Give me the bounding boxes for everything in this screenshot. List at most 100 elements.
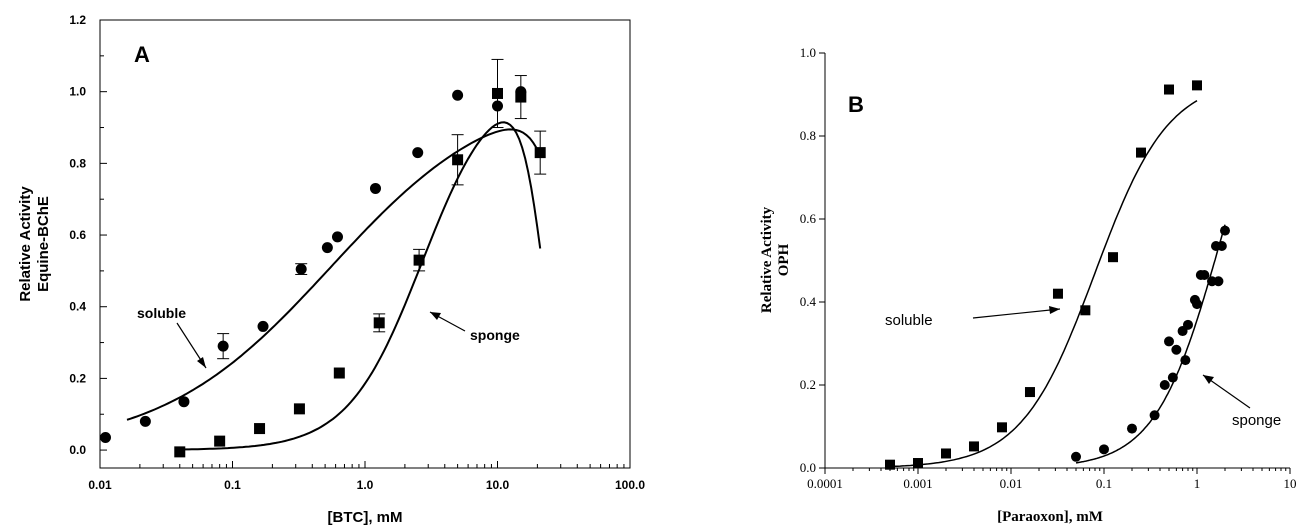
data-point-soluble	[1024, 387, 1035, 398]
y-tick-label: 1.2	[69, 13, 86, 27]
x-tick-label: 1	[1194, 476, 1201, 491]
data-point-soluble	[1108, 252, 1119, 263]
data-point-sponge	[1199, 270, 1210, 281]
y-tick-label: 0.2	[800, 377, 816, 392]
panel-a-annotation-soluble: soluble	[137, 305, 186, 321]
panel-b: B [Paraoxon], mM Relative Activity OPH 0…	[759, 45, 1297, 525]
y-tick-label: 0.6	[800, 211, 817, 226]
data-point-sponge	[1216, 240, 1227, 251]
data-point-soluble	[295, 263, 307, 275]
panel-a-points	[99, 58, 547, 458]
data-point-sponge	[1164, 336, 1175, 347]
data-point-sponge	[1167, 372, 1178, 383]
x-tick-label: 100.0	[615, 478, 645, 492]
x-tick-label: 10.0	[486, 478, 510, 492]
data-point-soluble	[968, 441, 979, 452]
data-point-soluble	[257, 320, 269, 332]
y-tick-label: 1.0	[69, 85, 86, 99]
y-tick-label: 1.0	[800, 45, 816, 60]
data-point-soluble	[178, 396, 190, 408]
panel-a: A [BTC], mM Relative Activity Equine-BCh…	[17, 13, 645, 526]
panel-b-arrowhead-soluble	[1049, 306, 1060, 314]
data-point-sponge	[1071, 451, 1082, 462]
data-point-sponge	[214, 435, 226, 447]
data-point-sponge	[1099, 444, 1109, 455]
panel-b-points	[885, 80, 1230, 470]
panel-b-y-ticks: 0.0 0.2 0.4 0.6 0.8 1.0	[800, 45, 825, 475]
panel-a-y-axis-label-line-2: Equine-BChE	[35, 196, 52, 292]
data-point-sponge	[452, 154, 464, 166]
data-point-soluble	[331, 231, 343, 243]
y-tick-label: 0.0	[69, 443, 86, 457]
data-point-sponge	[1159, 380, 1170, 390]
panel-b-curves	[889, 100, 1226, 468]
data-point-soluble	[1080, 305, 1091, 316]
y-tick-label: 0.2	[69, 371, 86, 385]
panel-a-annotation-sponge: sponge	[470, 327, 520, 343]
y-tick-label: 0.0	[800, 460, 816, 475]
fit-curve-sponge	[1075, 224, 1226, 464]
panel-b-y-axis-label-line-1: Relative Activity	[759, 206, 775, 313]
panel-b-arrow-soluble	[972, 308, 1061, 319]
x-tick-label: 0.0001	[807, 476, 843, 491]
data-point-soluble	[452, 89, 464, 101]
panel-a-y-ticks: 0.0 0.2 0.4 0.6 0.8 1.0 1.2	[69, 13, 107, 457]
panel-b-annotation-soluble: soluble	[885, 312, 933, 329]
data-point-sponge	[254, 423, 266, 435]
data-point-sponge	[1182, 319, 1193, 330]
x-tick-label: 0.1	[224, 478, 241, 492]
panel-a-y-axis-label-line-1: Relative Activity	[17, 186, 34, 302]
data-point-soluble	[321, 242, 333, 254]
y-tick-label: 0.8	[69, 156, 86, 170]
data-point-sponge	[515, 91, 527, 103]
panel-a-curves	[126, 121, 542, 451]
data-point-sponge	[534, 147, 546, 159]
fit-curve-soluble	[126, 128, 542, 421]
y-tick-label: 0.8	[800, 128, 816, 143]
data-point-sponge	[1149, 410, 1160, 421]
data-point-soluble	[913, 458, 923, 469]
data-point-soluble	[1052, 288, 1063, 299]
panel-b-x-axis-label: [Paraoxon], mM	[997, 509, 1103, 525]
panel-b-arrowhead-sponge	[1203, 375, 1214, 384]
data-point-soluble	[217, 340, 229, 352]
panel-a-arrowhead-soluble	[197, 357, 206, 368]
panel-a-label: A	[134, 42, 150, 67]
data-point-sponge	[333, 367, 345, 379]
data-point-soluble	[412, 147, 424, 159]
panel-a-arrowhead-sponge	[430, 312, 441, 320]
y-tick-label: 0.4	[800, 294, 817, 309]
fit-curve-sponge	[179, 121, 542, 451]
data-point-soluble	[369, 182, 381, 194]
data-point-sponge	[1126, 423, 1137, 434]
panel-b-label: B	[848, 92, 864, 117]
data-point-sponge	[1180, 355, 1191, 366]
panel-b-annotation-sponge: sponge	[1232, 412, 1281, 429]
y-tick-label: 0.4	[69, 300, 86, 314]
y-tick-label: 0.6	[69, 228, 86, 242]
data-point-soluble	[940, 448, 951, 459]
x-tick-label: 10	[1284, 476, 1297, 491]
data-point-sponge	[413, 254, 425, 266]
data-point-sponge	[492, 87, 503, 99]
panel-b-x-ticks: 0.0001 0.001 0.01 0.1 1 10	[807, 468, 1297, 491]
data-point-sponge	[174, 446, 186, 458]
data-point-soluble	[1164, 84, 1175, 95]
x-tick-label: 1.0	[357, 478, 374, 492]
x-tick-label: 0.1	[1096, 476, 1112, 491]
x-tick-label: 0.001	[903, 476, 932, 491]
data-point-soluble	[885, 459, 896, 470]
data-point-soluble	[1136, 147, 1147, 158]
panel-a-x-ticks: 0.01 0.1 1.0 10.0 100.0	[88, 461, 645, 492]
data-point-sponge	[293, 403, 305, 415]
data-point-sponge	[1219, 225, 1230, 236]
data-point-soluble	[996, 422, 1007, 433]
panel-b-y-axis-label-line-2: OPH	[776, 243, 792, 276]
data-point-soluble	[1192, 80, 1202, 91]
x-tick-label: 0.01	[1000, 476, 1023, 491]
data-point-sponge	[1213, 276, 1224, 287]
x-tick-label: 0.01	[88, 478, 112, 492]
data-point-soluble	[139, 415, 151, 427]
data-point-sponge	[1171, 344, 1182, 355]
